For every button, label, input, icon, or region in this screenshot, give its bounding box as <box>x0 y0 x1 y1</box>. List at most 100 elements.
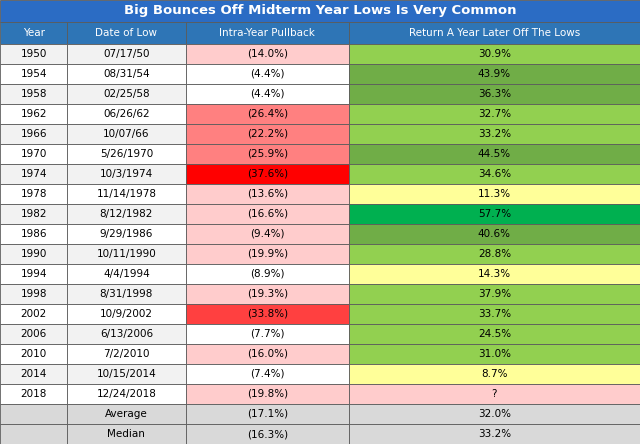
Bar <box>186 144 349 164</box>
Text: 11/14/1978: 11/14/1978 <box>97 189 156 199</box>
Text: ?: ? <box>492 389 497 399</box>
Text: 28.8%: 28.8% <box>478 249 511 259</box>
Text: 7/2/2010: 7/2/2010 <box>103 349 150 359</box>
Text: 1966: 1966 <box>20 129 47 139</box>
Bar <box>349 324 640 344</box>
Text: 1986: 1986 <box>20 229 47 239</box>
Text: 4/4/1994: 4/4/1994 <box>103 269 150 279</box>
Text: 31.0%: 31.0% <box>478 349 511 359</box>
Text: 1962: 1962 <box>20 109 47 119</box>
Bar <box>186 304 349 324</box>
Bar <box>67 184 186 204</box>
Text: 44.5%: 44.5% <box>478 149 511 159</box>
Text: 1954: 1954 <box>20 69 47 79</box>
Bar <box>349 384 640 404</box>
Bar <box>349 44 640 64</box>
Text: 1958: 1958 <box>20 89 47 99</box>
Text: Average: Average <box>105 409 148 419</box>
Bar <box>349 22 640 44</box>
Text: 12/24/2018: 12/24/2018 <box>97 389 156 399</box>
Bar <box>0 84 67 104</box>
Bar <box>349 224 640 244</box>
Text: 2014: 2014 <box>20 369 47 379</box>
Bar <box>67 204 186 224</box>
Bar <box>186 124 349 144</box>
Text: (26.4%): (26.4%) <box>246 109 288 119</box>
Bar <box>67 64 186 84</box>
Bar <box>0 424 67 444</box>
Text: 1998: 1998 <box>20 289 47 299</box>
Text: 8/12/1982: 8/12/1982 <box>100 209 153 219</box>
Bar <box>186 64 349 84</box>
Bar <box>0 64 67 84</box>
Bar <box>0 324 67 344</box>
Text: 33.2%: 33.2% <box>478 429 511 439</box>
Bar <box>0 44 67 64</box>
Text: 08/31/54: 08/31/54 <box>103 69 150 79</box>
Bar <box>67 124 186 144</box>
Text: (19.9%): (19.9%) <box>246 249 288 259</box>
Bar <box>67 84 186 104</box>
Bar <box>0 144 67 164</box>
Text: 1994: 1994 <box>20 269 47 279</box>
Text: 30.9%: 30.9% <box>478 49 511 59</box>
Bar <box>349 184 640 204</box>
Bar <box>0 244 67 264</box>
Text: 2010: 2010 <box>20 349 47 359</box>
Bar <box>0 224 67 244</box>
Bar <box>67 164 186 184</box>
Text: 2006: 2006 <box>20 329 47 339</box>
Bar <box>186 324 349 344</box>
Text: 11.3%: 11.3% <box>478 189 511 199</box>
Text: 36.3%: 36.3% <box>478 89 511 99</box>
Text: (17.1%): (17.1%) <box>246 409 288 419</box>
Bar <box>349 264 640 284</box>
Text: Date of Low: Date of Low <box>95 28 157 38</box>
Bar <box>67 44 186 64</box>
Text: 8.7%: 8.7% <box>481 369 508 379</box>
Bar <box>349 84 640 104</box>
Bar <box>67 224 186 244</box>
Bar <box>67 144 186 164</box>
Bar <box>0 164 67 184</box>
Bar <box>186 424 349 444</box>
Text: 5/26/1970: 5/26/1970 <box>100 149 153 159</box>
Text: 2002: 2002 <box>20 309 47 319</box>
Text: 1950: 1950 <box>20 49 47 59</box>
Text: (7.4%): (7.4%) <box>250 369 284 379</box>
Bar <box>186 164 349 184</box>
Bar <box>186 204 349 224</box>
Text: 06/26/62: 06/26/62 <box>103 109 150 119</box>
Bar <box>67 104 186 124</box>
Bar <box>67 264 186 284</box>
Text: Intra-Year Pullback: Intra-Year Pullback <box>220 28 315 38</box>
Bar <box>349 64 640 84</box>
Text: 10/07/66: 10/07/66 <box>103 129 150 139</box>
Text: 6/13/2006: 6/13/2006 <box>100 329 153 339</box>
Bar <box>349 204 640 224</box>
Text: 32.7%: 32.7% <box>478 109 511 119</box>
Bar <box>67 284 186 304</box>
Bar <box>67 404 186 424</box>
Bar <box>186 104 349 124</box>
Bar <box>349 104 640 124</box>
Bar <box>0 0 640 22</box>
Bar <box>349 164 640 184</box>
Bar <box>186 364 349 384</box>
Text: 57.7%: 57.7% <box>478 209 511 219</box>
Bar <box>67 344 186 364</box>
Bar <box>349 124 640 144</box>
Text: (7.7%): (7.7%) <box>250 329 284 339</box>
Text: 34.6%: 34.6% <box>478 169 511 179</box>
Bar <box>186 284 349 304</box>
Text: 07/17/50: 07/17/50 <box>103 49 150 59</box>
Bar <box>349 144 640 164</box>
Bar <box>0 344 67 364</box>
Text: 43.9%: 43.9% <box>478 69 511 79</box>
Text: (37.6%): (37.6%) <box>246 169 288 179</box>
Bar <box>349 344 640 364</box>
Text: 8/31/1998: 8/31/1998 <box>100 289 153 299</box>
Text: (4.4%): (4.4%) <box>250 69 284 79</box>
Text: 37.9%: 37.9% <box>478 289 511 299</box>
Text: (9.4%): (9.4%) <box>250 229 284 239</box>
